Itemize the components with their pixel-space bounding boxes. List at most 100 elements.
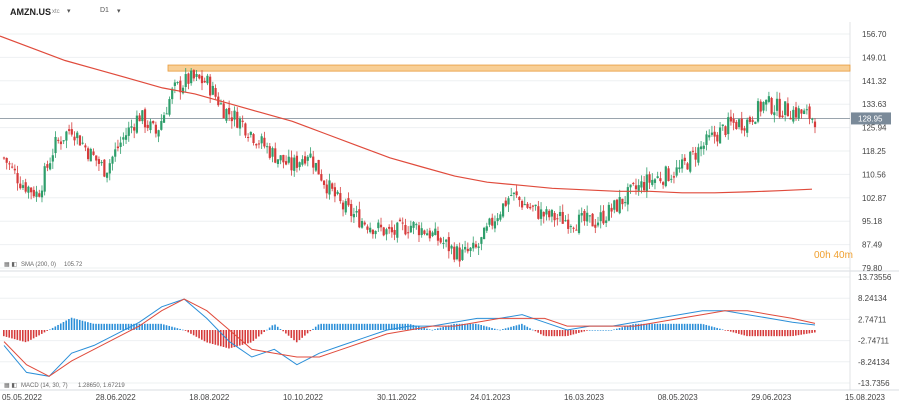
macd-bar	[659, 323, 661, 330]
candle-body	[309, 153, 312, 158]
macd-bar	[27, 329, 30, 342]
candle-body	[355, 210, 358, 213]
macd-bar	[344, 323, 347, 330]
macd-bar	[241, 329, 244, 345]
candle-body	[360, 221, 364, 228]
macd-bar	[116, 323, 119, 330]
candle-body	[298, 162, 301, 168]
candle-body	[379, 224, 383, 228]
candle-body	[260, 136, 263, 144]
candle-body	[648, 174, 651, 183]
candle-body	[157, 130, 160, 137]
candle-body	[274, 148, 277, 163]
macd-bar	[675, 323, 678, 330]
candle-body	[453, 246, 456, 260]
candle-body	[173, 82, 176, 86]
macd-bar	[62, 321, 65, 330]
current-price-value: 128.95	[858, 114, 883, 123]
candle-body	[708, 135, 711, 138]
macd-bar	[84, 321, 86, 330]
macd-bar	[195, 329, 198, 337]
candle-body	[694, 152, 697, 160]
candle-body	[496, 218, 499, 222]
candle-body	[672, 176, 676, 178]
macd-bar	[667, 323, 670, 330]
price-tick-label: 156.70	[862, 30, 887, 39]
macd-legend[interactable]: ▦ ◧ MACD (14, 30, 7) 1.28650, 1.67219	[4, 383, 125, 389]
macd-bar	[89, 322, 92, 330]
candle-body	[135, 115, 139, 133]
macd-bar	[168, 325, 171, 330]
macd-bar	[716, 327, 718, 330]
candle-body	[770, 97, 773, 114]
candle-body	[615, 199, 619, 212]
macd-bar	[361, 323, 363, 330]
candle-body	[580, 213, 583, 216]
candle-body	[626, 187, 629, 205]
macd-bar	[192, 329, 195, 336]
candle-body	[382, 227, 385, 236]
candle-body	[756, 101, 760, 122]
macd-bar	[144, 323, 146, 330]
macd-bar	[412, 324, 415, 330]
macd-bar	[697, 323, 699, 330]
candle-body	[325, 184, 328, 194]
candle-body	[691, 150, 695, 152]
macd-bar	[333, 323, 336, 330]
candle-body	[737, 119, 741, 128]
candle-body	[407, 232, 410, 234]
caret-down-icon[interactable]: ▾	[67, 8, 71, 15]
timeframe-selector[interactable]: D1	[100, 7, 109, 14]
macd-bar	[230, 329, 233, 348]
candle-body	[276, 159, 280, 165]
grid	[0, 22, 899, 391]
macd-bar	[228, 329, 230, 349]
candle-body	[710, 132, 714, 135]
macd-bar	[114, 323, 116, 330]
macd-bar	[702, 324, 705, 330]
candle-body	[586, 212, 589, 222]
macd-bar	[683, 323, 686, 330]
candle-body	[512, 192, 516, 194]
time-tick-label: 30.11.2022	[377, 393, 417, 402]
candle-body	[127, 127, 130, 136]
caret-down-icon[interactable]: ▾	[117, 8, 121, 15]
macd-bar	[298, 329, 301, 341]
time-tick-label: 15.08.2023	[845, 393, 886, 402]
macd-bar	[586, 329, 588, 331]
candle-body	[233, 110, 236, 120]
candle-body	[390, 227, 393, 233]
macd-bar	[678, 323, 680, 330]
macd-bar	[757, 329, 759, 337]
candle-body	[219, 103, 223, 105]
macd-bar	[293, 329, 295, 341]
candle-body	[420, 228, 423, 236]
macd-bar	[450, 324, 453, 330]
macd-bar	[545, 329, 548, 337]
candle-body	[485, 226, 488, 231]
signal-line	[3, 298, 816, 377]
macd-bar	[49, 329, 51, 331]
price-tick-label: 149.01	[862, 53, 887, 62]
macd-bar	[727, 329, 729, 331]
symbol-sub-label: xtc	[52, 9, 60, 15]
price-tick-label: 102.87	[862, 194, 887, 203]
macd-bar	[244, 329, 247, 345]
macd-bar	[285, 329, 287, 334]
macd-bar	[597, 329, 599, 331]
macd-bar	[198, 329, 200, 339]
macd-bar	[694, 323, 697, 330]
candle-body	[401, 222, 404, 224]
candle-body	[249, 131, 252, 135]
macd-bar	[713, 327, 716, 330]
candle-body	[634, 185, 638, 190]
symbol-label[interactable]: AMZN.US	[10, 7, 51, 17]
sma-legend[interactable]: ▦ ◧ SMA (200, 0) 105.72	[4, 262, 83, 268]
macd-bar	[640, 323, 643, 330]
candle-body	[388, 226, 391, 229]
macd-bar	[529, 328, 531, 330]
macd-bar	[133, 323, 135, 330]
candle-body	[537, 206, 540, 219]
candle-body	[114, 149, 117, 157]
